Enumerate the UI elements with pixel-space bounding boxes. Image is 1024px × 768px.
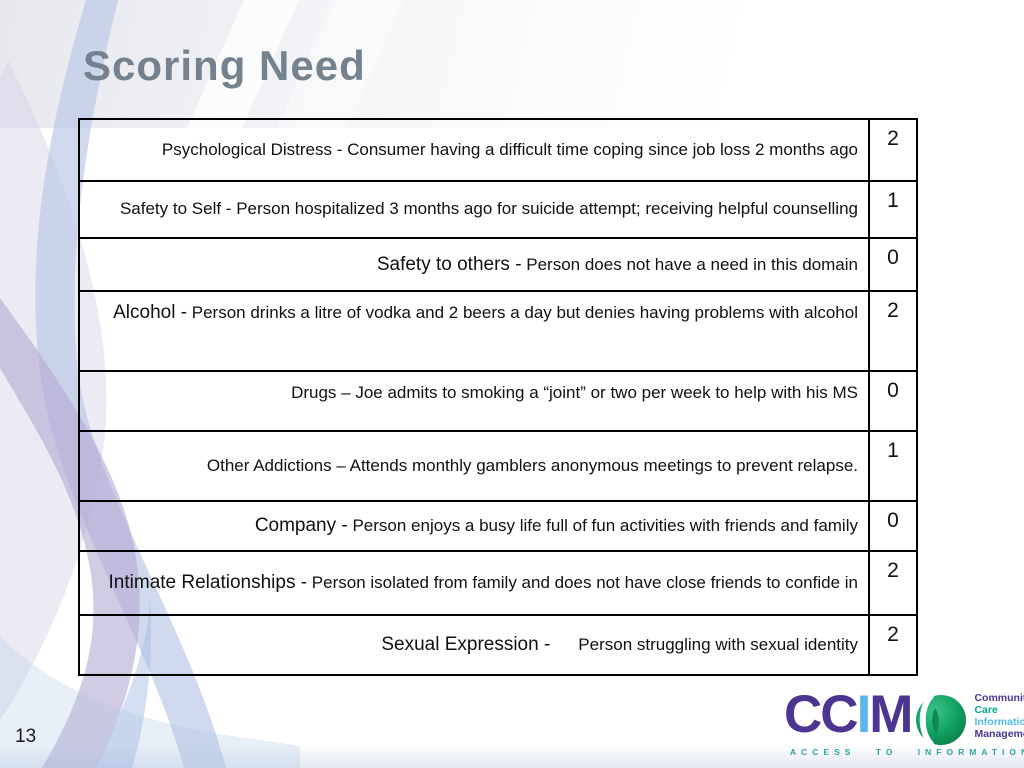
score-cell: 1 (868, 432, 916, 500)
logo-line-information: Information (974, 715, 1024, 728)
need-description-cell: Drugs – Joe admits to smoking a “joint” … (80, 372, 868, 430)
table-row: Safety to Self - Person hospitalized 3 m… (80, 180, 916, 237)
domain-label: Drugs – (291, 383, 351, 402)
scoring-table: Psychological Distress - Consumer having… (78, 118, 918, 676)
need-description-cell: Psychological Distress - Consumer having… (80, 120, 868, 180)
domain-description: Attends monthly gamblers anonymous meeti… (349, 455, 858, 475)
domain-label: Other Addictions – (206, 455, 346, 475)
table-row: Alcohol - Person drinks a litre of vodka… (80, 290, 916, 370)
domain-description: Person hospitalized 3 months ago for sui… (236, 199, 858, 219)
logo-text-block: Community Care Information Management (974, 692, 1024, 741)
domain-description: Person isolated from family and does not… (311, 573, 858, 593)
ccim-logo: CCIM Community Care Information Manageme… (784, 688, 1024, 748)
need-description-cell: Alcohol - Person drinks a litre of vodka… (80, 292, 868, 370)
table-row: Other Addictions – Attends monthly gambl… (80, 430, 916, 500)
table-row: Company - Person enjoys a busy life full… (80, 500, 916, 550)
need-description-cell: Intimate Relationships - Person isolated… (80, 552, 868, 614)
need-description-cell: Sexual Expression - Person struggling wit… (80, 616, 868, 674)
ccim-wordmark: CCIM (784, 688, 913, 741)
score-cell: 2 (868, 120, 916, 180)
table-row: Psychological Distress - Consumer having… (80, 120, 916, 180)
wordmark-i: I (856, 685, 872, 744)
domain-description: Person does not have a need in this doma… (526, 254, 858, 274)
domain-description: Person drinks a litre of vodka and 2 bee… (191, 303, 858, 322)
need-description-cell: Safety to others - Person does not have … (80, 239, 868, 290)
score-cell: 2 (868, 292, 916, 370)
logo-tagline: ACCESS TO INFORMATION (790, 747, 1024, 757)
need-description-cell: Safety to Self - Person hospitalized 3 m… (80, 182, 868, 237)
score-cell: 0 (868, 502, 916, 550)
table-row: Drugs – Joe admits to smoking a “joint” … (80, 370, 916, 430)
score-cell: 0 (868, 372, 916, 430)
domain-label: Company - (254, 515, 348, 537)
bottom-gradient-band (0, 744, 1024, 768)
domain-description: Person struggling with sexual identity (578, 635, 858, 655)
logo-line-management: Management (974, 727, 1024, 740)
table-row: Sexual Expression - Person struggling wit… (80, 614, 916, 674)
need-description-cell: Company - Person enjoys a busy life full… (80, 502, 868, 550)
wordmark-m: M (869, 685, 913, 744)
table-row: Intimate Relationships - Person isolated… (80, 550, 916, 614)
need-description-cell: Other Addictions – Attends monthly gambl… (80, 432, 868, 500)
domain-label: Alcohol - (113, 302, 188, 323)
domain-description: Person enjoys a busy life full of fun ac… (352, 516, 858, 536)
domain-label: Intimate Relationships - (108, 572, 308, 594)
score-cell: 1 (868, 182, 916, 237)
domain-description: Joe admits to smoking a “joint” or two p… (355, 383, 858, 402)
domain-label: Safety to Self - (119, 199, 232, 219)
domain-label: Safety to others - (376, 253, 522, 275)
domain-label: Psychological Distress - (161, 139, 343, 159)
page-number: 13 (15, 726, 37, 747)
domain-description: Consumer having a difficult time coping … (347, 139, 858, 159)
score-cell: 2 (868, 552, 916, 614)
logo-line-care: Care (974, 703, 998, 716)
score-cell: 2 (868, 616, 916, 674)
top-gradient-band (0, 0, 1024, 128)
score-cell: 0 (868, 239, 916, 290)
wordmark-cc: CC (784, 685, 859, 744)
logo-line-community: Community (974, 692, 1024, 704)
slide-title: Scoring Need (83, 42, 366, 89)
domain-label: Sexual Expression - (381, 634, 551, 656)
table-row: Safety to others - Person does not have … (80, 237, 916, 290)
globe-icon (916, 693, 967, 747)
